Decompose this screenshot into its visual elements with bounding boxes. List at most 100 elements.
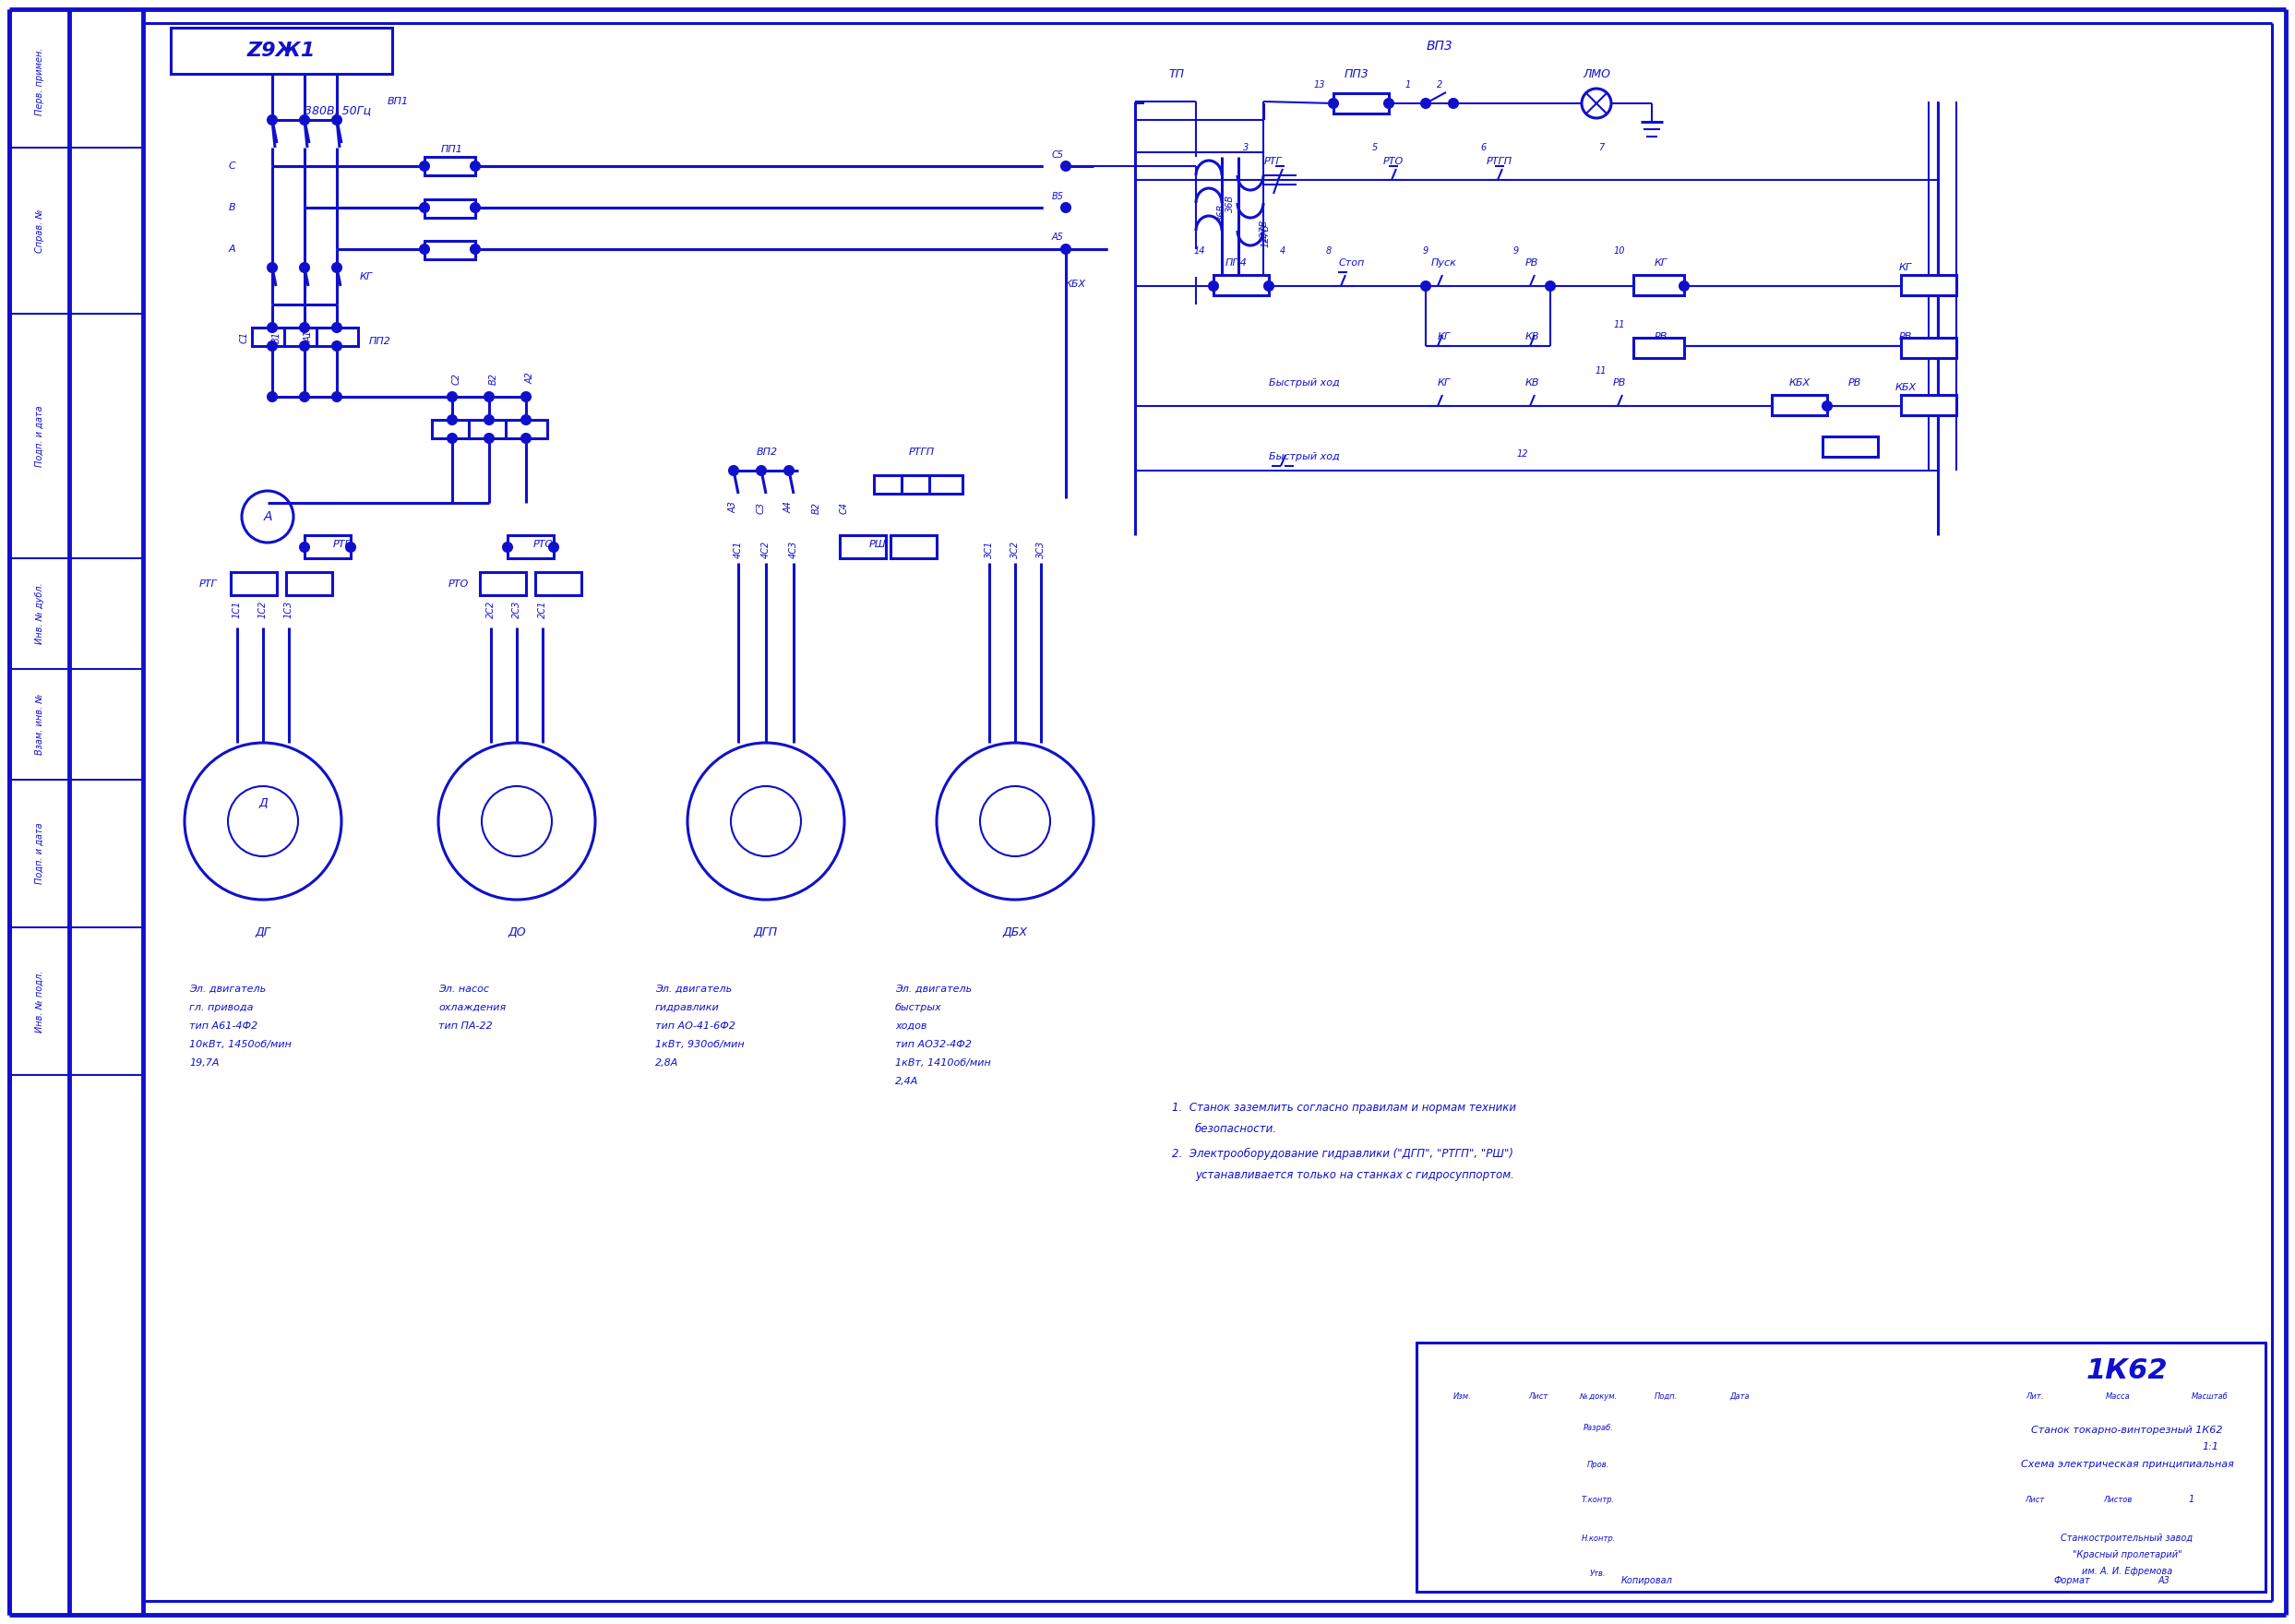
Text: 4С1: 4С1 [734,541,744,559]
Bar [232,572,278,594]
Text: гидравлики: гидравлики [654,1004,721,1012]
Text: А2: А2 [526,372,535,385]
Text: Станок токарно-винторезный 1К62: Станок токарно-винторезный 1К62 [2031,1426,2224,1436]
Circle shape [333,323,342,333]
Text: КГ: КГ [360,273,372,281]
Text: 2С2: 2С2 [487,601,496,617]
Bar [480,572,526,594]
Text: 8: 8 [1327,247,1331,255]
Text: Инв. № подл.: Инв. № подл. [34,970,44,1033]
Text: 1:1: 1:1 [2201,1442,2219,1452]
Text: 1.  Станок заземлить согласно правилам и нормам техники: 1. Станок заземлить согласно правилам и … [1173,1101,1517,1114]
Text: А3: А3 [2157,1575,2169,1585]
Text: 11: 11 [1595,367,1606,375]
Circle shape [470,161,480,171]
Circle shape [347,542,356,552]
Circle shape [269,391,278,401]
Text: тип АО-41-6Ф2: тип АО-41-6Ф2 [654,1021,734,1031]
Circle shape [484,434,493,443]
Bar [425,158,475,175]
Text: ДГП: ДГП [753,926,778,939]
Bar [1634,338,1685,357]
Bar [425,200,475,218]
Text: 11: 11 [1613,320,1625,330]
Text: А: А [264,510,273,523]
Bar [1772,395,1827,416]
Text: Масса: Масса [2105,1392,2130,1400]
Text: 5: 5 [1372,143,1377,153]
Text: Лист: Лист [1528,1392,1549,1400]
Bar [468,421,509,438]
Bar [535,572,581,594]
Text: Формат: Формат [2054,1575,2091,1585]
Text: В5: В5 [1051,192,1065,201]
Text: быстрых: быстрых [895,1004,941,1012]
Circle shape [470,203,480,213]
Text: 1С1: 1С1 [232,601,241,617]
Text: РТГ: РТГ [200,580,216,590]
Text: А: А [227,245,236,253]
Circle shape [1932,281,1942,291]
Text: КБХ: КБХ [1788,378,1811,388]
Bar [425,240,475,260]
Text: Z9Ж1: Z9Ж1 [248,42,317,60]
Text: КГ: КГ [1655,258,1668,268]
Text: безопасности.: безопасности. [1196,1122,1276,1135]
Text: 2,4А: 2,4А [895,1077,918,1086]
Text: КВ: КВ [1524,333,1540,341]
Text: 12: 12 [1517,450,1528,458]
Text: Копировал: Копировал [1620,1575,1673,1585]
Text: 3С2: 3С2 [1010,541,1019,559]
Circle shape [730,466,739,476]
Bar [170,28,392,73]
Circle shape [448,416,457,424]
Circle shape [470,245,480,253]
Bar [874,476,907,494]
Text: Эл. двигатель: Эл. двигатель [895,984,971,994]
Text: С: С [227,161,236,171]
Circle shape [1421,99,1430,107]
Circle shape [1932,401,1942,411]
Text: 7: 7 [1597,143,1604,153]
Circle shape [1384,99,1393,107]
Text: Быстрый ход: Быстрый ход [1269,451,1340,461]
Text: 1К62: 1К62 [2086,1358,2169,1384]
Text: ВП2: ВП2 [757,448,778,456]
Bar [431,421,473,438]
Text: ЛМО: ЛМО [1584,68,1611,80]
Bar [1900,395,1955,416]
Text: КВ: КВ [1524,378,1540,388]
Text: 380В, 50Гц: 380В, 50Гц [305,104,372,117]
Circle shape [301,115,310,125]
Circle shape [333,115,342,125]
Bar [507,536,553,559]
Circle shape [1265,281,1274,291]
Text: РВ: РВ [1526,258,1538,268]
Text: охлаждения: охлаждения [438,1004,505,1012]
Text: Подп. и дата: Подп. и дата [34,823,44,883]
Text: Разраб.: Разраб. [1584,1423,1613,1432]
Text: С2: С2 [452,372,461,385]
Text: 1кВт, 930об/мин: 1кВт, 930об/мин [654,1039,744,1049]
Bar [902,476,934,494]
Text: В: В [227,203,236,213]
Text: тип ПА-22: тип ПА-22 [438,1021,493,1031]
Text: 4С3: 4С3 [789,541,799,559]
Text: Инв. № дубл.: Инв. № дубл. [34,583,44,645]
Circle shape [301,391,310,401]
Bar [287,572,333,594]
Text: Эл. двигатель: Эл. двигатель [188,984,266,994]
Text: Н.контр.: Н.контр. [1581,1535,1616,1543]
Bar [505,421,546,438]
Text: РТО: РТО [448,580,468,590]
Circle shape [269,263,278,273]
Text: 1: 1 [1405,80,1411,89]
Text: Подп.: Подп. [1655,1392,1678,1400]
Circle shape [269,323,278,333]
Text: ТП: ТП [1168,68,1184,80]
Text: Изм.: Изм. [1453,1392,1471,1400]
Text: РШ: РШ [870,539,886,549]
Text: ПП4: ПП4 [1226,258,1248,268]
Text: 36В: 36В [1216,203,1226,221]
Text: 2С3: 2С3 [512,601,521,617]
